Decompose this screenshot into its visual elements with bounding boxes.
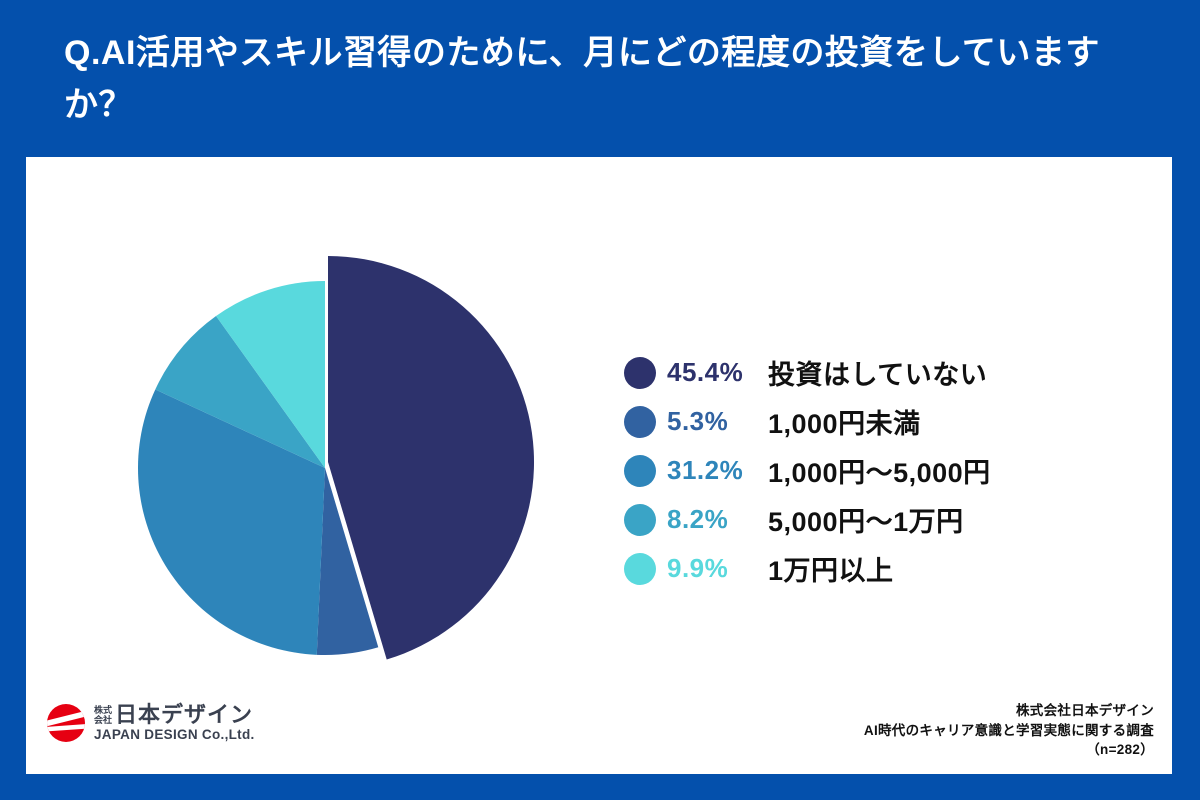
page-title-line-2: か？	[64, 86, 133, 124]
source-note: 株式会社日本デザイン AI時代のキャリア意識と学習実態に関する調査 （n=282…	[864, 701, 1154, 760]
source-line-2: AI時代のキャリア意識と学習実態に関する調査	[863, 722, 1154, 738]
legend-row: 45.4% 投資はしていない	[624, 356, 991, 390]
legend-percent: 5.3%	[667, 406, 729, 436]
legend-row: 9.9% 1万円以上	[624, 552, 991, 586]
logo-text: 株式 会社 日本デザイン JAPAN DESIGN Co.,Ltd.	[94, 703, 255, 743]
legend-swatch	[624, 454, 656, 487]
legend-label: 1,000円未満	[768, 409, 921, 439]
pie-slice-4	[216, 281, 325, 468]
logo-company-en: JAPAN DESIGN Co.,Ltd.	[94, 727, 255, 742]
legend-label: 投資はしていない	[768, 360, 988, 390]
legend-label: 1,000円〜5,000円	[768, 458, 991, 488]
legend-swatch	[624, 356, 656, 389]
legend-percent: 45.4%	[667, 357, 744, 387]
page-title-line-1: Q.AI活用やスキル習得のために、月にどの程度の投資をしています	[64, 34, 1100, 72]
pie-legend: 45.4% 投資はしていない 5.3% 1,000円未満 31.2% 1,000円〜5,0…	[624, 356, 991, 586]
legend-swatch	[624, 552, 656, 585]
header: Q.AI活用やスキル習得のために、月にどの程度の投資をしています か？	[0, 0, 1200, 157]
company-logo-icon	[47, 704, 85, 742]
logo-prefix-bottom: 会社	[94, 715, 113, 725]
logo-company-jp: 日本デザイン	[115, 702, 254, 727]
pie-slice-1	[316, 468, 379, 656]
pie-slice-0	[328, 256, 535, 660]
legend-percent: 8.2%	[667, 504, 729, 534]
legend-row: 31.2% 1,000円〜5,000円	[624, 454, 991, 488]
pie-chart	[137, 256, 535, 660]
legend-row: 8.2% 5,000円〜1万円	[624, 503, 991, 537]
pie-slice-3	[155, 316, 325, 468]
logo-prefix-top: 株式	[94, 705, 113, 715]
legend-percent: 9.9%	[667, 553, 729, 583]
legend-row: 5.3% 1,000円未満	[624, 405, 991, 439]
footer-logo: 株式 会社 日本デザイン JAPAN DESIGN Co.,Ltd.	[46, 703, 255, 743]
legend-swatch	[624, 405, 656, 438]
legend-label: 1万円以上	[768, 556, 894, 586]
source-line-3: （n=282）	[1086, 742, 1154, 757]
chart-card: 45.4% 投資はしていない 5.3% 1,000円未満 31.2% 1,000円〜5,0…	[26, 157, 1172, 774]
logo-prefix: 株式 会社	[94, 705, 112, 725]
legend-swatch	[624, 503, 656, 536]
source-line-1: 株式会社日本デザイン	[1016, 703, 1154, 718]
legend-label: 5,000円〜1万円	[768, 507, 964, 537]
pie-slice-2	[137, 389, 325, 655]
legend-percent: 31.2%	[667, 455, 744, 485]
